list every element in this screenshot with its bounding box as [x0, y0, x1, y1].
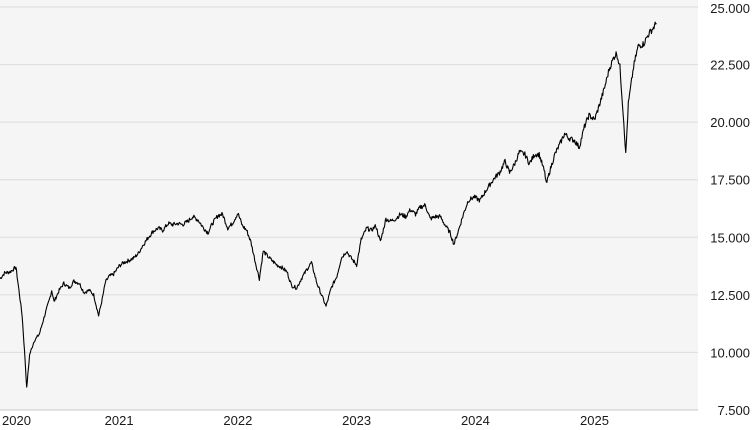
y-tick-label: 10.000: [710, 345, 750, 360]
series-group: [0, 21, 657, 388]
y-tick-label: 22.500: [710, 58, 750, 73]
x-axis-tick-labels: 2020 2021 2022 2023 2024 2025: [2, 413, 609, 428]
y-tick-label: 15.000: [710, 230, 750, 245]
horizontal-gridlines: [0, 6, 698, 353]
y-tick-label: 25.000: [710, 1, 750, 16]
y-tick-label: 12.500: [710, 288, 750, 303]
y-tick-label: 17.500: [710, 173, 750, 188]
x-tick-label: 2022: [223, 413, 252, 428]
y-axis-tick-labels: 7.500 10.000 12.500 15.000 17.500 20.000 22.50…: [710, 1, 750, 418]
x-tick-label: 2024: [461, 413, 490, 428]
x-tick-label: 2020: [2, 413, 31, 428]
y-tick-label: 7.500: [717, 403, 750, 418]
y-tick-label: 20.000: [710, 115, 750, 130]
x-tick-label: 2021: [105, 413, 134, 428]
series-line: [0, 21, 657, 388]
plot-area-background: [0, 0, 698, 410]
x-tick-label: 2023: [342, 413, 371, 428]
x-tick-label: 2025: [580, 413, 609, 428]
